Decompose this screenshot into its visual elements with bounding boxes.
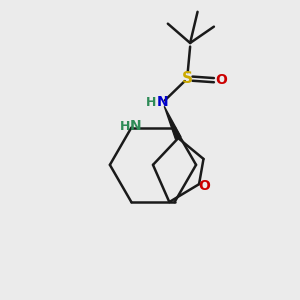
Text: O: O: [215, 73, 227, 87]
Text: O: O: [199, 179, 210, 193]
Text: S: S: [182, 71, 193, 86]
Text: N: N: [157, 95, 168, 110]
Text: N: N: [130, 119, 141, 133]
Text: H: H: [146, 96, 156, 109]
Polygon shape: [164, 106, 181, 139]
Text: H: H: [120, 120, 130, 133]
